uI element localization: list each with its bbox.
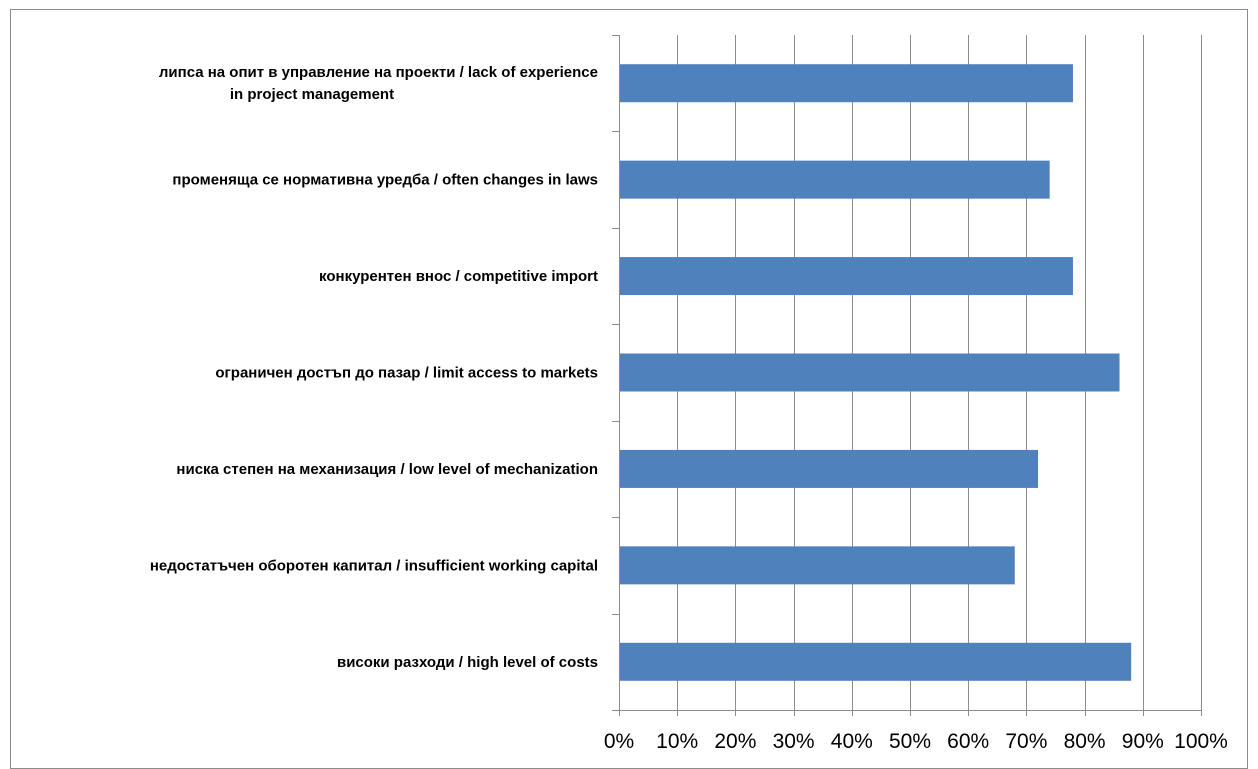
x-tick-label: 40% <box>831 730 873 753</box>
x-tick-labels: 0% 10% 20% 30% 40% 50% 60% 70% 80% 90% 100% <box>604 730 1228 753</box>
x-tick-label: 60% <box>947 730 989 753</box>
bar <box>620 64 1073 103</box>
category-label: in project management <box>230 86 394 103</box>
bar <box>620 160 1050 199</box>
category-label: променяща се нормативна уредба / often c… <box>172 172 598 189</box>
x-tick-label: 30% <box>773 730 815 753</box>
bar <box>620 449 1039 488</box>
category-label: ниска степен на механизация / low level … <box>176 461 598 478</box>
x-tick-label: 80% <box>1064 730 1106 753</box>
x-tick-label: 50% <box>889 730 931 753</box>
category-labels: липса на опит в управление на проекти / … <box>150 64 598 671</box>
x-tick-label: 10% <box>656 730 698 753</box>
bar <box>620 546 1015 585</box>
category-label: липса на опит в управление на проекти / … <box>159 64 598 81</box>
x-tick-label: 90% <box>1122 730 1164 753</box>
category-label: недостатъчен оборотен капитал / insuffic… <box>150 557 598 574</box>
bar <box>620 353 1120 392</box>
bar <box>620 257 1073 296</box>
category-label: ограничен достъп до пазар / limit access… <box>215 365 598 382</box>
category-label: конкурентен внос / competitive import <box>319 268 598 285</box>
x-tick-label: 0% <box>604 730 634 753</box>
x-tick-label: 20% <box>714 730 756 753</box>
bar <box>620 642 1132 681</box>
category-label: високи разходи / high level of costs <box>337 654 598 671</box>
gridlines <box>677 35 1202 710</box>
axes <box>612 35 1202 716</box>
x-tick-label: 100% <box>1174 730 1228 753</box>
bars <box>620 64 1132 681</box>
x-tick-label: 70% <box>1005 730 1047 753</box>
